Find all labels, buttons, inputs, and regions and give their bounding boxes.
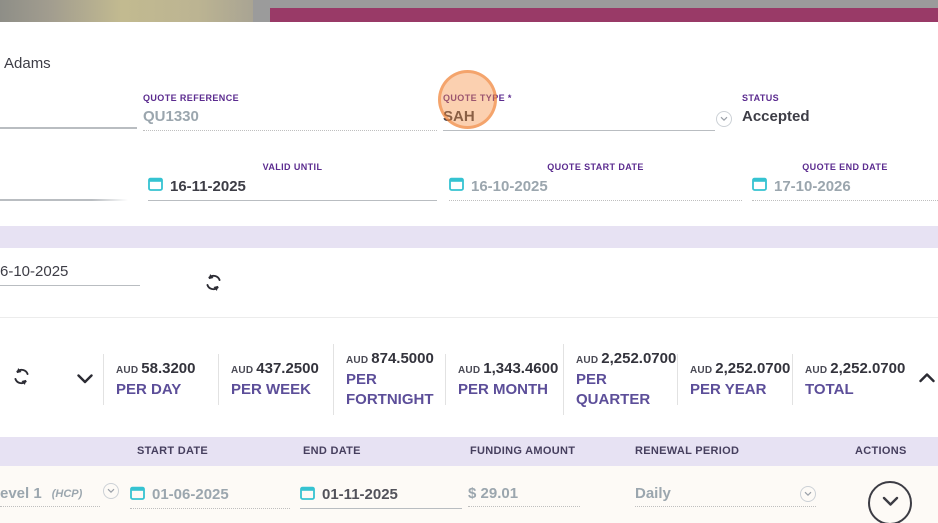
- table-row: [0, 466, 938, 523]
- rate-total: AUD 2,252.0700 TOTAL: [792, 353, 938, 405]
- row-end-date-field[interactable]: 01-11-2025: [300, 485, 462, 509]
- currency-code: AUD: [690, 364, 713, 376]
- rates-refresh-icon[interactable]: [12, 367, 31, 391]
- calendar-icon[interactable]: [300, 485, 315, 504]
- rate-period: PER FORTNIGHT: [346, 370, 434, 408]
- calendar-icon[interactable]: [752, 176, 767, 197]
- cutoff-field-underline: [0, 127, 137, 129]
- renewal-period-dropdown-icon[interactable]: [800, 485, 816, 502]
- quote-type-value: SAH: [443, 108, 475, 125]
- cutoff-date-value: 6-10-2025: [0, 263, 69, 280]
- rate-per-day: AUD 58.3200 PER DAY: [103, 353, 218, 405]
- valid-until-label: VALID UNTIL: [262, 162, 323, 172]
- client-name: Adams: [4, 55, 51, 72]
- rate-period: PER DAY: [116, 380, 182, 398]
- currency-code: AUD: [805, 364, 828, 376]
- status-value: Accepted: [742, 108, 810, 125]
- cutoff-field-underline: [0, 199, 128, 201]
- rate-amount: 874.5000: [371, 349, 434, 367]
- chevron-up-icon[interactable]: [919, 370, 936, 388]
- section-band: [0, 226, 938, 248]
- rate-per-fortnight: AUD 874.5000 PER FORTNIGHT: [333, 343, 445, 415]
- rate-amount: 2,252.0700: [601, 349, 677, 367]
- status-field[interactable]: STATUS Accepted: [742, 93, 938, 130]
- row-start-date-field[interactable]: 01-06-2025: [130, 485, 290, 509]
- funding-level-value: evel 1: [0, 485, 42, 502]
- column-renewal-period: RENEWAL PERIOD: [635, 445, 740, 457]
- rate-amount: 2,252.0700: [830, 359, 906, 377]
- rate-amount: 2,252.0700: [715, 359, 791, 377]
- calendar-icon[interactable]: [130, 485, 145, 504]
- status-label: STATUS: [742, 93, 780, 103]
- row-funding-amount-field[interactable]: $ 29.01: [468, 485, 580, 507]
- funding-level-field[interactable]: evel 1 (HCP): [0, 485, 100, 507]
- calendar-icon[interactable]: [449, 176, 464, 197]
- currency-code: AUD: [458, 364, 481, 376]
- rates-summary-strip: AUD 58.3200 PER DAY AUD 437.2500 PER WEEK …: [103, 333, 938, 425]
- calendar-icon[interactable]: [148, 176, 163, 197]
- quote-end-date-field[interactable]: QUOTE END DATE 17-10-2026: [752, 162, 938, 201]
- row-renewal-period-value: Daily: [635, 485, 671, 502]
- background-header-bar: [0, 0, 253, 22]
- column-actions: ACTIONS: [855, 445, 907, 457]
- cutoff-date-field[interactable]: 6-10-2025: [0, 262, 140, 286]
- row-funding-amount-value: $ 29.01: [468, 485, 519, 502]
- quote-type-dropdown-icon[interactable]: [716, 111, 732, 127]
- rate-per-quarter: AUD 2,252.0700 PER QUARTER: [563, 343, 677, 415]
- rate-period: PER MONTH: [458, 380, 548, 398]
- valid-until-value: 16-11-2025: [170, 177, 246, 195]
- quote-reference-field[interactable]: QUOTE REFERENCE QU1330: [143, 93, 437, 131]
- quote-start-date-value: 16-10-2025: [471, 177, 548, 195]
- chevron-down-icon: [882, 494, 899, 512]
- rate-per-year: AUD 2,252.0700 PER YEAR: [677, 353, 792, 405]
- quote-start-date-field[interactable]: QUOTE START DATE 16-10-2025: [449, 162, 742, 201]
- currency-code: AUD: [346, 354, 369, 366]
- column-start-date: START DATE: [137, 445, 209, 457]
- funding-table-header: START DATE END DATE FUNDING AMOUNT RENEW…: [0, 437, 938, 466]
- rate-period: PER YEAR: [690, 380, 767, 398]
- funding-level-suffix: (HCP): [51, 487, 83, 500]
- divider: [0, 317, 938, 318]
- currency-code: AUD: [576, 354, 599, 366]
- currency-code: AUD: [116, 364, 139, 376]
- quote-start-date-label: QUOTE START DATE: [547, 162, 644, 172]
- column-funding-amount: FUNDING AMOUNT: [470, 445, 576, 457]
- refresh-icon[interactable]: [204, 273, 223, 297]
- quote-type-field[interactable]: QUOTE TYPE * SAH: [443, 93, 715, 131]
- rate-amount: 58.3200: [141, 359, 196, 377]
- rate-period: PER WEEK: [231, 380, 312, 398]
- currency-code: AUD: [231, 364, 254, 376]
- quote-end-date-value: 17-10-2026: [774, 177, 851, 195]
- column-end-date: END DATE: [303, 445, 361, 457]
- row-renewal-period-field[interactable]: Daily: [635, 485, 816, 507]
- rate-amount: 1,343.4600: [483, 359, 559, 377]
- rate-period: TOTAL: [805, 380, 854, 398]
- rate-period: PER QUARTER: [576, 370, 651, 408]
- chevron-down-icon[interactable]: [77, 371, 93, 389]
- rate-per-week: AUD 437.2500 PER WEEK: [218, 353, 333, 405]
- row-start-date-value: 01-06-2025: [152, 486, 229, 503]
- valid-until-field[interactable]: VALID UNTIL 16-11-2025: [148, 162, 437, 201]
- quote-type-label: QUOTE TYPE *: [443, 93, 512, 103]
- row-end-date-value: 01-11-2025: [322, 486, 398, 503]
- funding-level-dropdown-icon[interactable]: [103, 483, 119, 499]
- quote-end-date-label: QUOTE END DATE: [802, 162, 888, 172]
- rate-amount: 437.2500: [256, 359, 319, 377]
- panel-title-bar: [270, 8, 938, 22]
- quote-reference-label: QUOTE REFERENCE: [143, 93, 240, 103]
- quote-reference-value: QU1330: [143, 108, 199, 125]
- rate-per-month: AUD 1,343.4600 PER MONTH: [445, 353, 563, 405]
- row-expand-button[interactable]: [868, 481, 912, 523]
